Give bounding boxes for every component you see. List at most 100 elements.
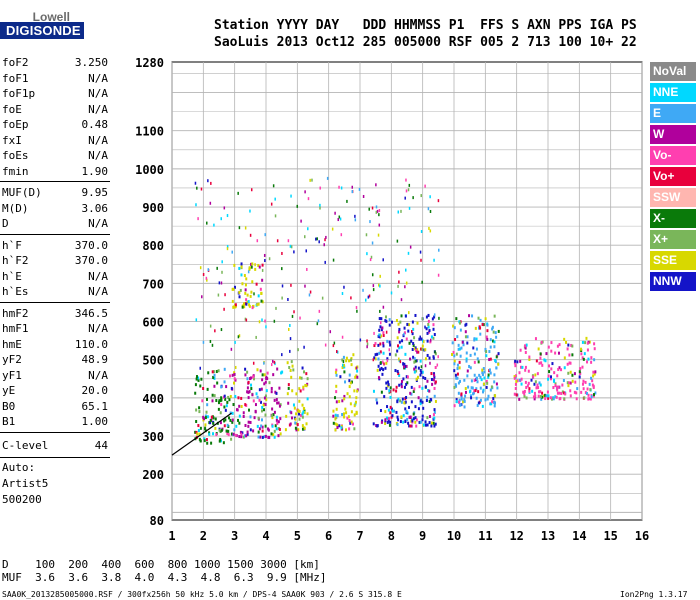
echo-point: [378, 351, 381, 355]
echo-point: [286, 361, 289, 365]
echo-point: [407, 251, 410, 255]
echo-point: [334, 428, 337, 432]
echo-point: [549, 396, 552, 400]
echo-point: [266, 377, 269, 381]
echo-point: [404, 196, 406, 200]
echo-point: [455, 317, 458, 321]
echo-point: [493, 373, 496, 377]
echo-point: [557, 385, 560, 389]
echo-point: [240, 396, 243, 400]
echo-point: [226, 245, 229, 249]
echo-point: [379, 325, 382, 329]
echo-point: [241, 282, 244, 286]
echo-point: [308, 293, 311, 297]
echo-point: [437, 199, 440, 203]
echo-point: [403, 326, 406, 330]
param-value: 110.0: [74, 337, 108, 351]
param-divider: [0, 181, 110, 182]
echo-point: [479, 332, 482, 336]
echo-point: [455, 398, 458, 402]
echo-point: [558, 391, 561, 395]
x-tick-label: 7: [356, 529, 363, 543]
echo-point: [434, 380, 437, 384]
echo-point: [404, 352, 407, 356]
echo-point: [261, 278, 264, 282]
echo-point: [199, 426, 202, 430]
echo-point: [421, 280, 423, 284]
echo-point: [306, 412, 309, 416]
echo-point: [488, 368, 491, 372]
echo-point: [348, 359, 351, 363]
echo-point: [473, 337, 476, 341]
echo-point: [389, 411, 392, 415]
x-tick-label: 3: [231, 529, 238, 543]
echo-point: [276, 367, 279, 371]
echo-point: [240, 404, 243, 408]
echo-point: [223, 424, 226, 428]
echo-point: [252, 399, 255, 403]
echo-point: [581, 382, 584, 386]
echo-point: [566, 347, 569, 351]
echo-point: [518, 371, 521, 375]
echo-point: [197, 429, 200, 433]
muf-row: MUF 3.6 3.6 3.8 4.0 4.3 4.8 6.3 9.9 [MHz…: [2, 571, 327, 584]
echo-point: [419, 402, 422, 406]
param-name: fmin: [2, 164, 29, 178]
echo-point: [405, 337, 408, 341]
file-info: SAA0K_2013285005000.RSF / 300fx256h 50 k…: [2, 590, 402, 599]
echo-point: [453, 362, 456, 366]
echo-point: [481, 371, 484, 375]
echo-point: [419, 347, 422, 351]
echo-point: [463, 405, 466, 409]
echo-point: [409, 415, 412, 419]
echo-point: [354, 375, 357, 379]
echo-point: [216, 266, 218, 270]
echo-point: [279, 432, 282, 436]
echo-point: [404, 314, 407, 318]
echo-point: [396, 399, 399, 403]
echo-point: [423, 340, 425, 344]
echo-point: [424, 357, 427, 361]
echo-point: [379, 321, 382, 325]
x-tick-label: 13: [541, 529, 555, 543]
echo-point: [459, 321, 462, 325]
echo-point: [552, 386, 555, 390]
echo-point: [495, 382, 498, 386]
echo-point: [275, 427, 278, 431]
echo-point: [426, 416, 429, 420]
echo-point: [379, 284, 381, 288]
echo-point: [433, 408, 436, 412]
echo-point: [427, 325, 430, 329]
echo-point: [568, 381, 571, 385]
param-name: foE: [2, 102, 22, 116]
echo-point: [384, 421, 387, 425]
echo-point: [425, 327, 428, 331]
echo-point: [383, 362, 385, 366]
echo-point: [473, 360, 476, 364]
echo-point: [460, 346, 463, 350]
echo-point: [409, 424, 412, 428]
echo-point: [569, 394, 572, 398]
echo-point: [412, 196, 414, 200]
echo-point: [382, 351, 385, 355]
y-tick-label: 300: [142, 430, 164, 444]
echo-point: [466, 341, 469, 345]
echo-point: [388, 323, 391, 327]
echo-point: [387, 380, 390, 384]
echo-point: [206, 387, 209, 391]
echo-point: [513, 375, 516, 379]
echo-point: [343, 370, 346, 374]
echo-point: [289, 368, 292, 372]
echo-point: [484, 398, 487, 402]
echo-point: [458, 360, 461, 364]
echo-point: [489, 345, 492, 349]
echo-point: [398, 346, 401, 350]
echo-point: [582, 387, 585, 391]
echo-point: [374, 342, 377, 346]
echo-point: [554, 395, 557, 399]
echo-point: [199, 366, 201, 370]
echo-point: [371, 206, 374, 210]
echo-point: [494, 401, 497, 405]
echo-point: [412, 341, 415, 345]
echo-point: [295, 392, 298, 396]
